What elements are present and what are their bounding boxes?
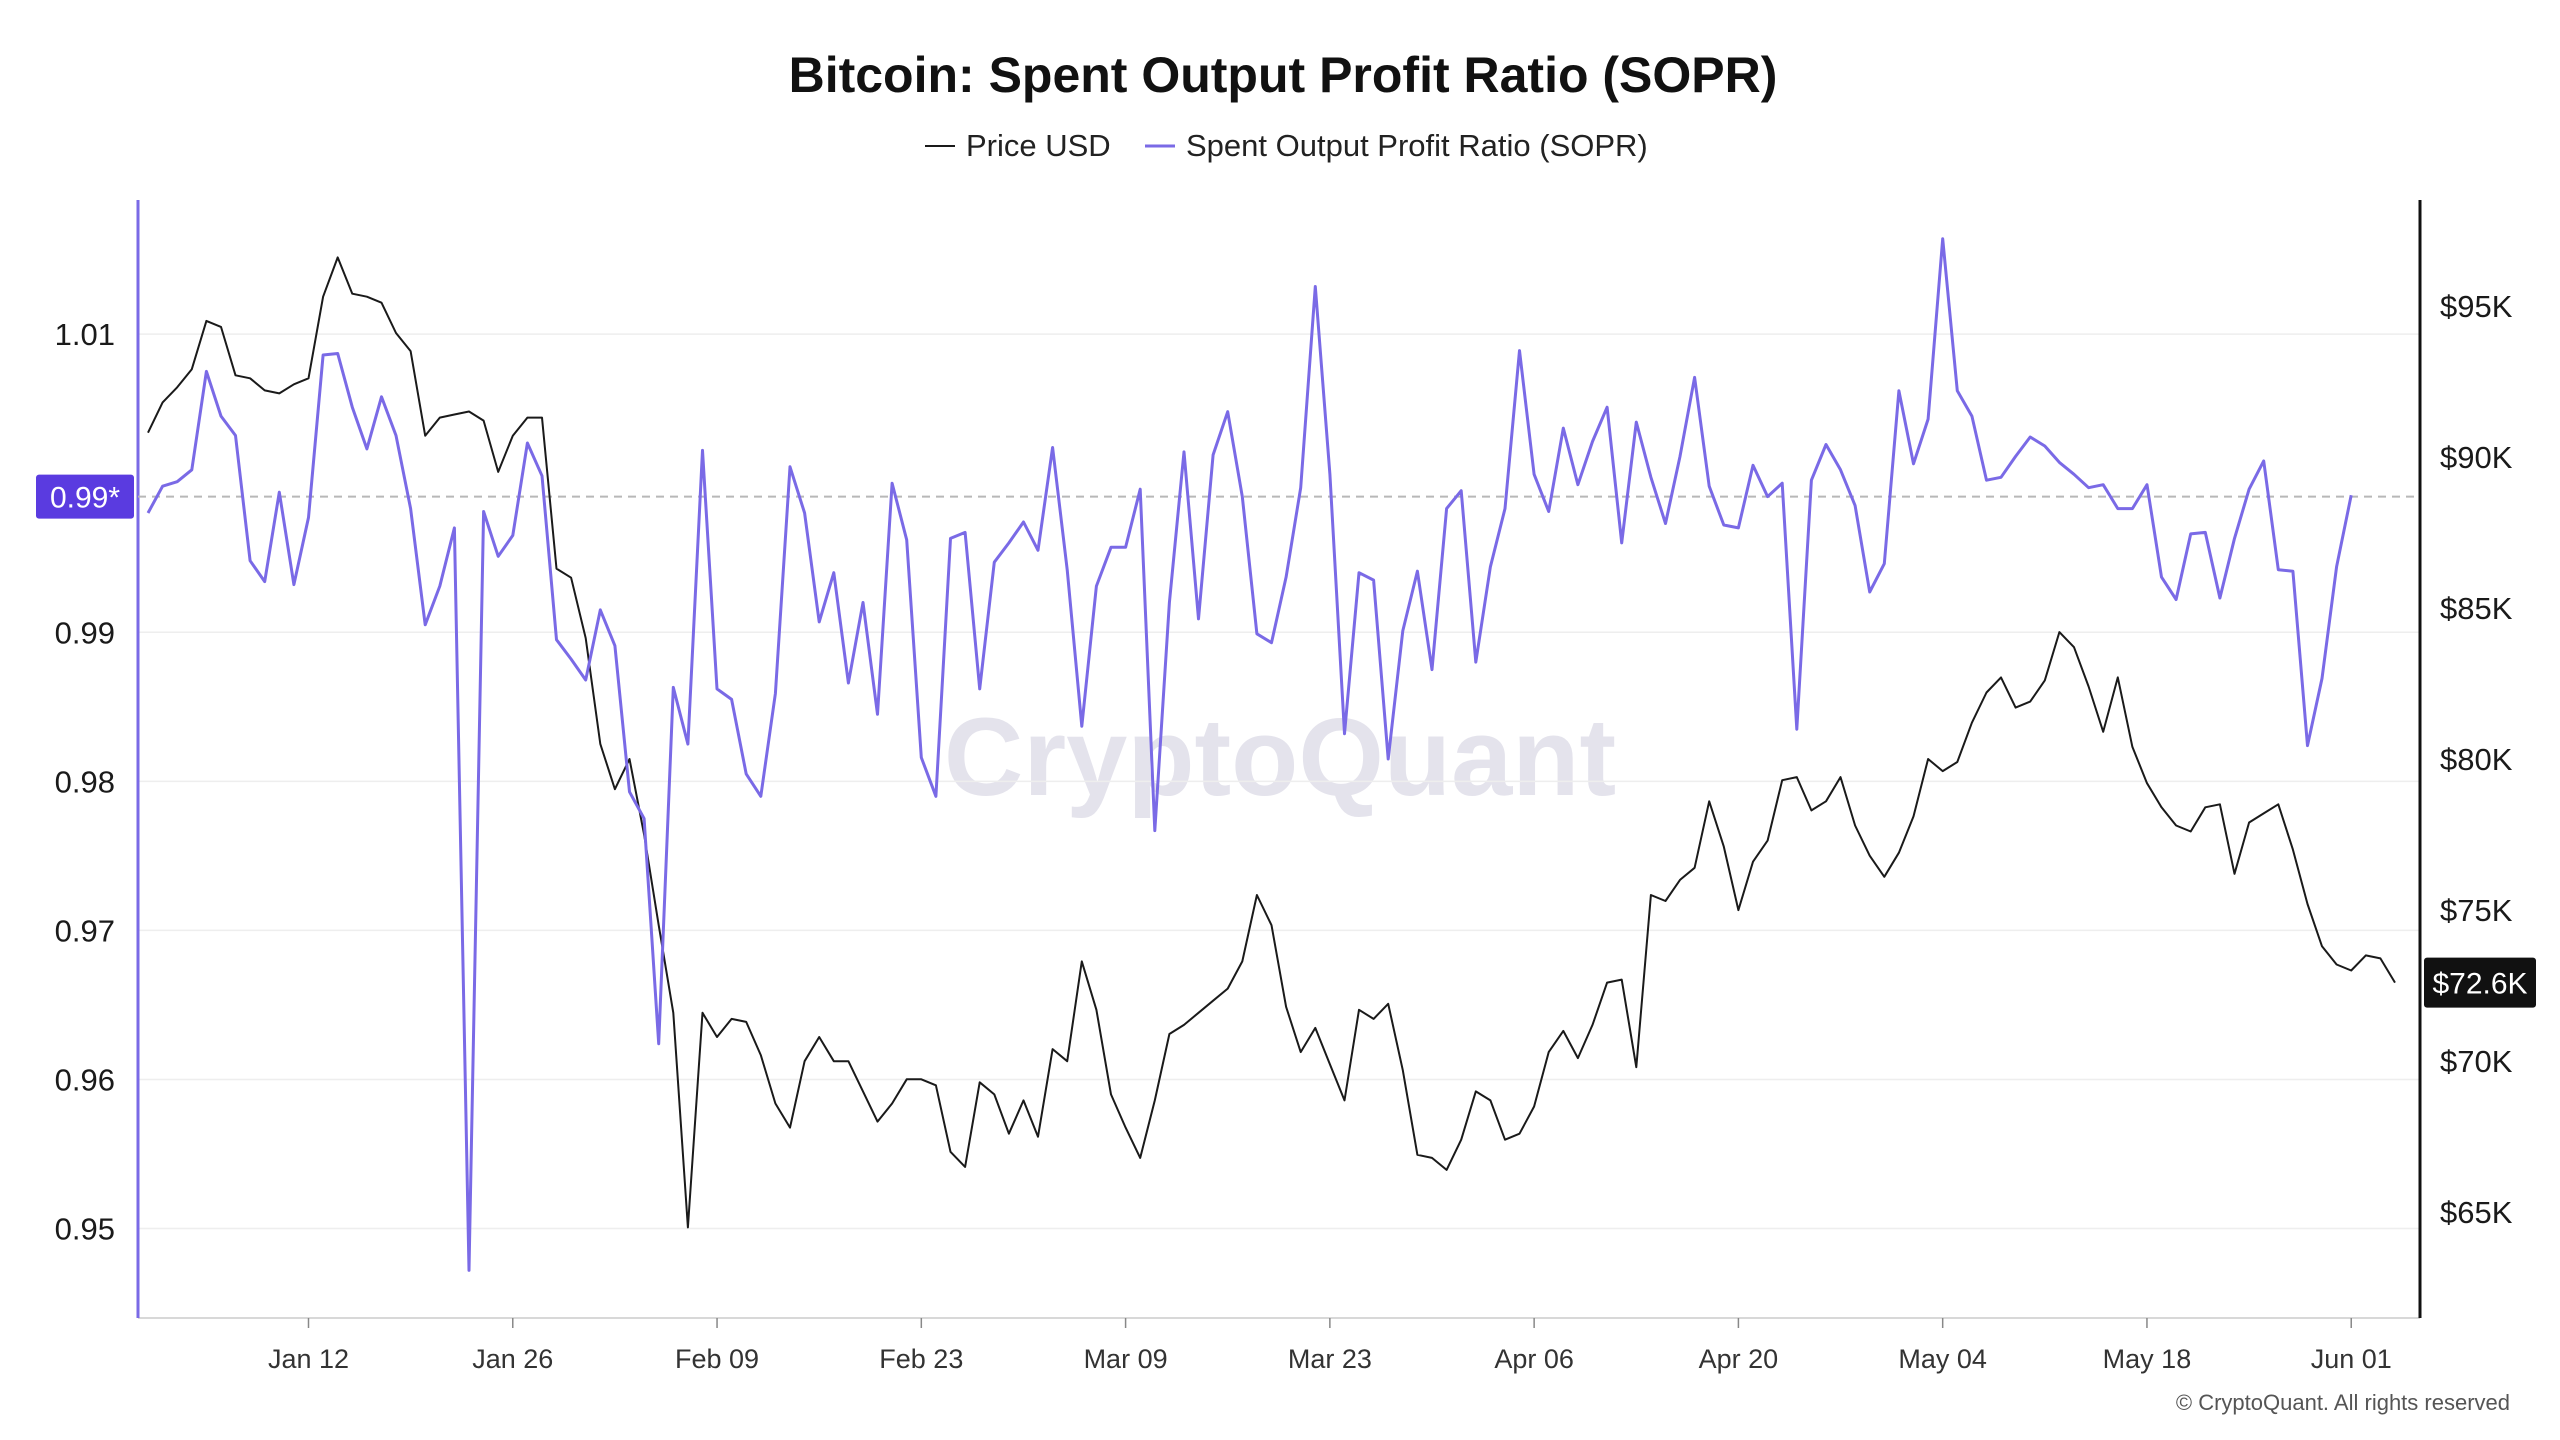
axis-badges: 0.99* $72.6K	[36, 474, 2536, 1008]
x-tick-label: Jan 12	[268, 1344, 349, 1374]
grid-lines	[138, 333, 2420, 1230]
last-price-badge-label: $72.6K	[2432, 968, 2527, 1001]
series-line-sopr[interactable]	[146, 237, 2353, 1272]
y-left-tick-label: 0.96	[55, 1062, 115, 1097]
y-right-tick-label: $70K	[2440, 1044, 2513, 1079]
y-left-tick-label: 0.98	[55, 764, 115, 799]
series-line-price[interactable]	[147, 256, 2396, 1229]
y-right-tick-label: $95K	[2440, 289, 2513, 324]
reference-badge-label: 0.99*	[50, 482, 120, 515]
x-tick-label: May 18	[2103, 1344, 2192, 1374]
y-axis-left-ticks: 1.01 0.99 0.98 0.97 0.96 0.95	[55, 317, 115, 1246]
legend: Price USD Spent Output Profit Ratio (SOP…	[925, 128, 1648, 163]
y-right-tick-label: $65K	[2440, 1195, 2513, 1230]
x-tick-label: Mar 09	[1084, 1344, 1168, 1374]
x-tick-label: Jun 01	[2311, 1344, 2392, 1374]
legend-label-sopr[interactable]: Spent Output Profit Ratio (SOPR)	[1186, 128, 1648, 163]
copyright: © CryptoQuant. All rights reserved	[2176, 1390, 2510, 1415]
y-right-tick-label: $80K	[2440, 742, 2513, 777]
y-right-tick-label: $90K	[2440, 440, 2513, 475]
y-left-tick-label: 0.95	[55, 1212, 115, 1247]
x-tick-label: Mar 23	[1288, 1344, 1372, 1374]
y-left-tick-label: 0.97	[55, 913, 115, 948]
x-tick-label: Apr 06	[1494, 1344, 1574, 1374]
axes	[136, 200, 2422, 1319]
y-right-tick-label: $75K	[2440, 893, 2513, 928]
x-tick-label: Feb 23	[879, 1344, 963, 1374]
series-lines[interactable]	[146, 237, 2396, 1272]
chart-title: Bitcoin: Spent Output Profit Ratio (SOPR…	[789, 47, 1778, 103]
x-tick-label: Feb 09	[675, 1344, 759, 1374]
x-axis-ticks: Jan 12 Jan 26 Feb 09 Feb 23 Mar 09 Mar 23 Apr …	[268, 1318, 2392, 1374]
reference-badge	[36, 474, 134, 519]
y-right-tick-label: $85K	[2440, 591, 2513, 626]
x-tick-label: May 04	[1898, 1344, 1987, 1374]
x-tick-label: Jan 26	[472, 1344, 553, 1374]
watermark: CryptoQuant	[944, 696, 1616, 819]
legend-label-price[interactable]: Price USD	[966, 128, 1111, 163]
y-axis-right-ticks: $95K $90K $85K $80K $75K $70K $65K	[2440, 289, 2513, 1230]
y-left-tick-label: 1.01	[55, 317, 115, 352]
y-left-tick-label: 0.99	[55, 615, 115, 650]
x-tick-label: Apr 20	[1699, 1344, 1779, 1374]
last-price-badge	[2424, 957, 2536, 1008]
